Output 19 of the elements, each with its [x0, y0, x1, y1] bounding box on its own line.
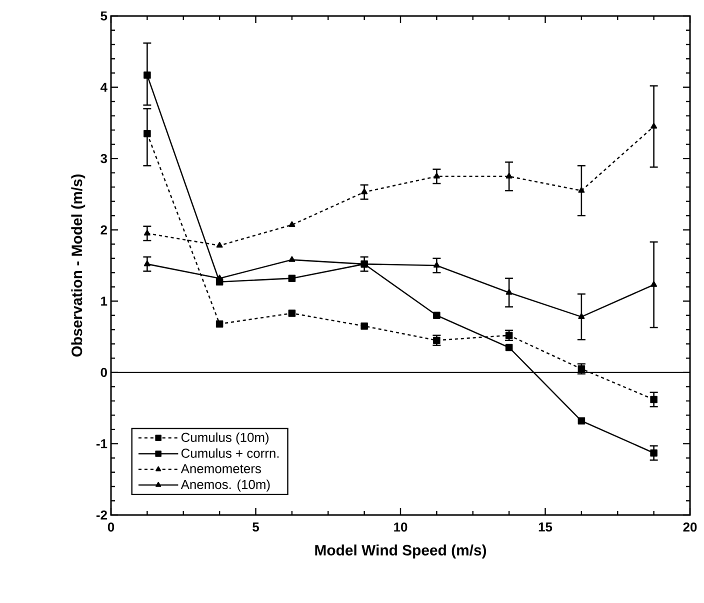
y-tick-label: -2	[96, 510, 107, 520]
legend-label: Cumulus + corrn.	[181, 448, 279, 458]
legend-label: Anemometers	[180, 464, 261, 474]
x-tick-label: 5	[252, 522, 259, 532]
legend-label: Anemos. (10m)	[180, 480, 270, 492]
x-tick-label: 15	[538, 522, 552, 532]
x-tick-label: 20	[683, 522, 697, 532]
y-tick-label: 3	[100, 154, 108, 164]
x-axis-title: Model Wind Speed (m/s)	[315, 544, 486, 558]
y-tick-label: 2	[100, 225, 107, 234]
y-tick-label: 1	[101, 296, 108, 306]
y-tick-label: 5	[100, 11, 108, 21]
y-tick-label: -1	[96, 439, 108, 448]
legend-label: Cumulus (10m)	[181, 432, 269, 445]
y-axis-title: Observation - Model (m/s)	[71, 174, 86, 357]
y-tick-label: 0	[100, 368, 107, 378]
x-tick-label: 10	[394, 522, 408, 532]
x-tick-label: 0	[108, 522, 114, 532]
y-tick-label: 4	[100, 82, 108, 92]
